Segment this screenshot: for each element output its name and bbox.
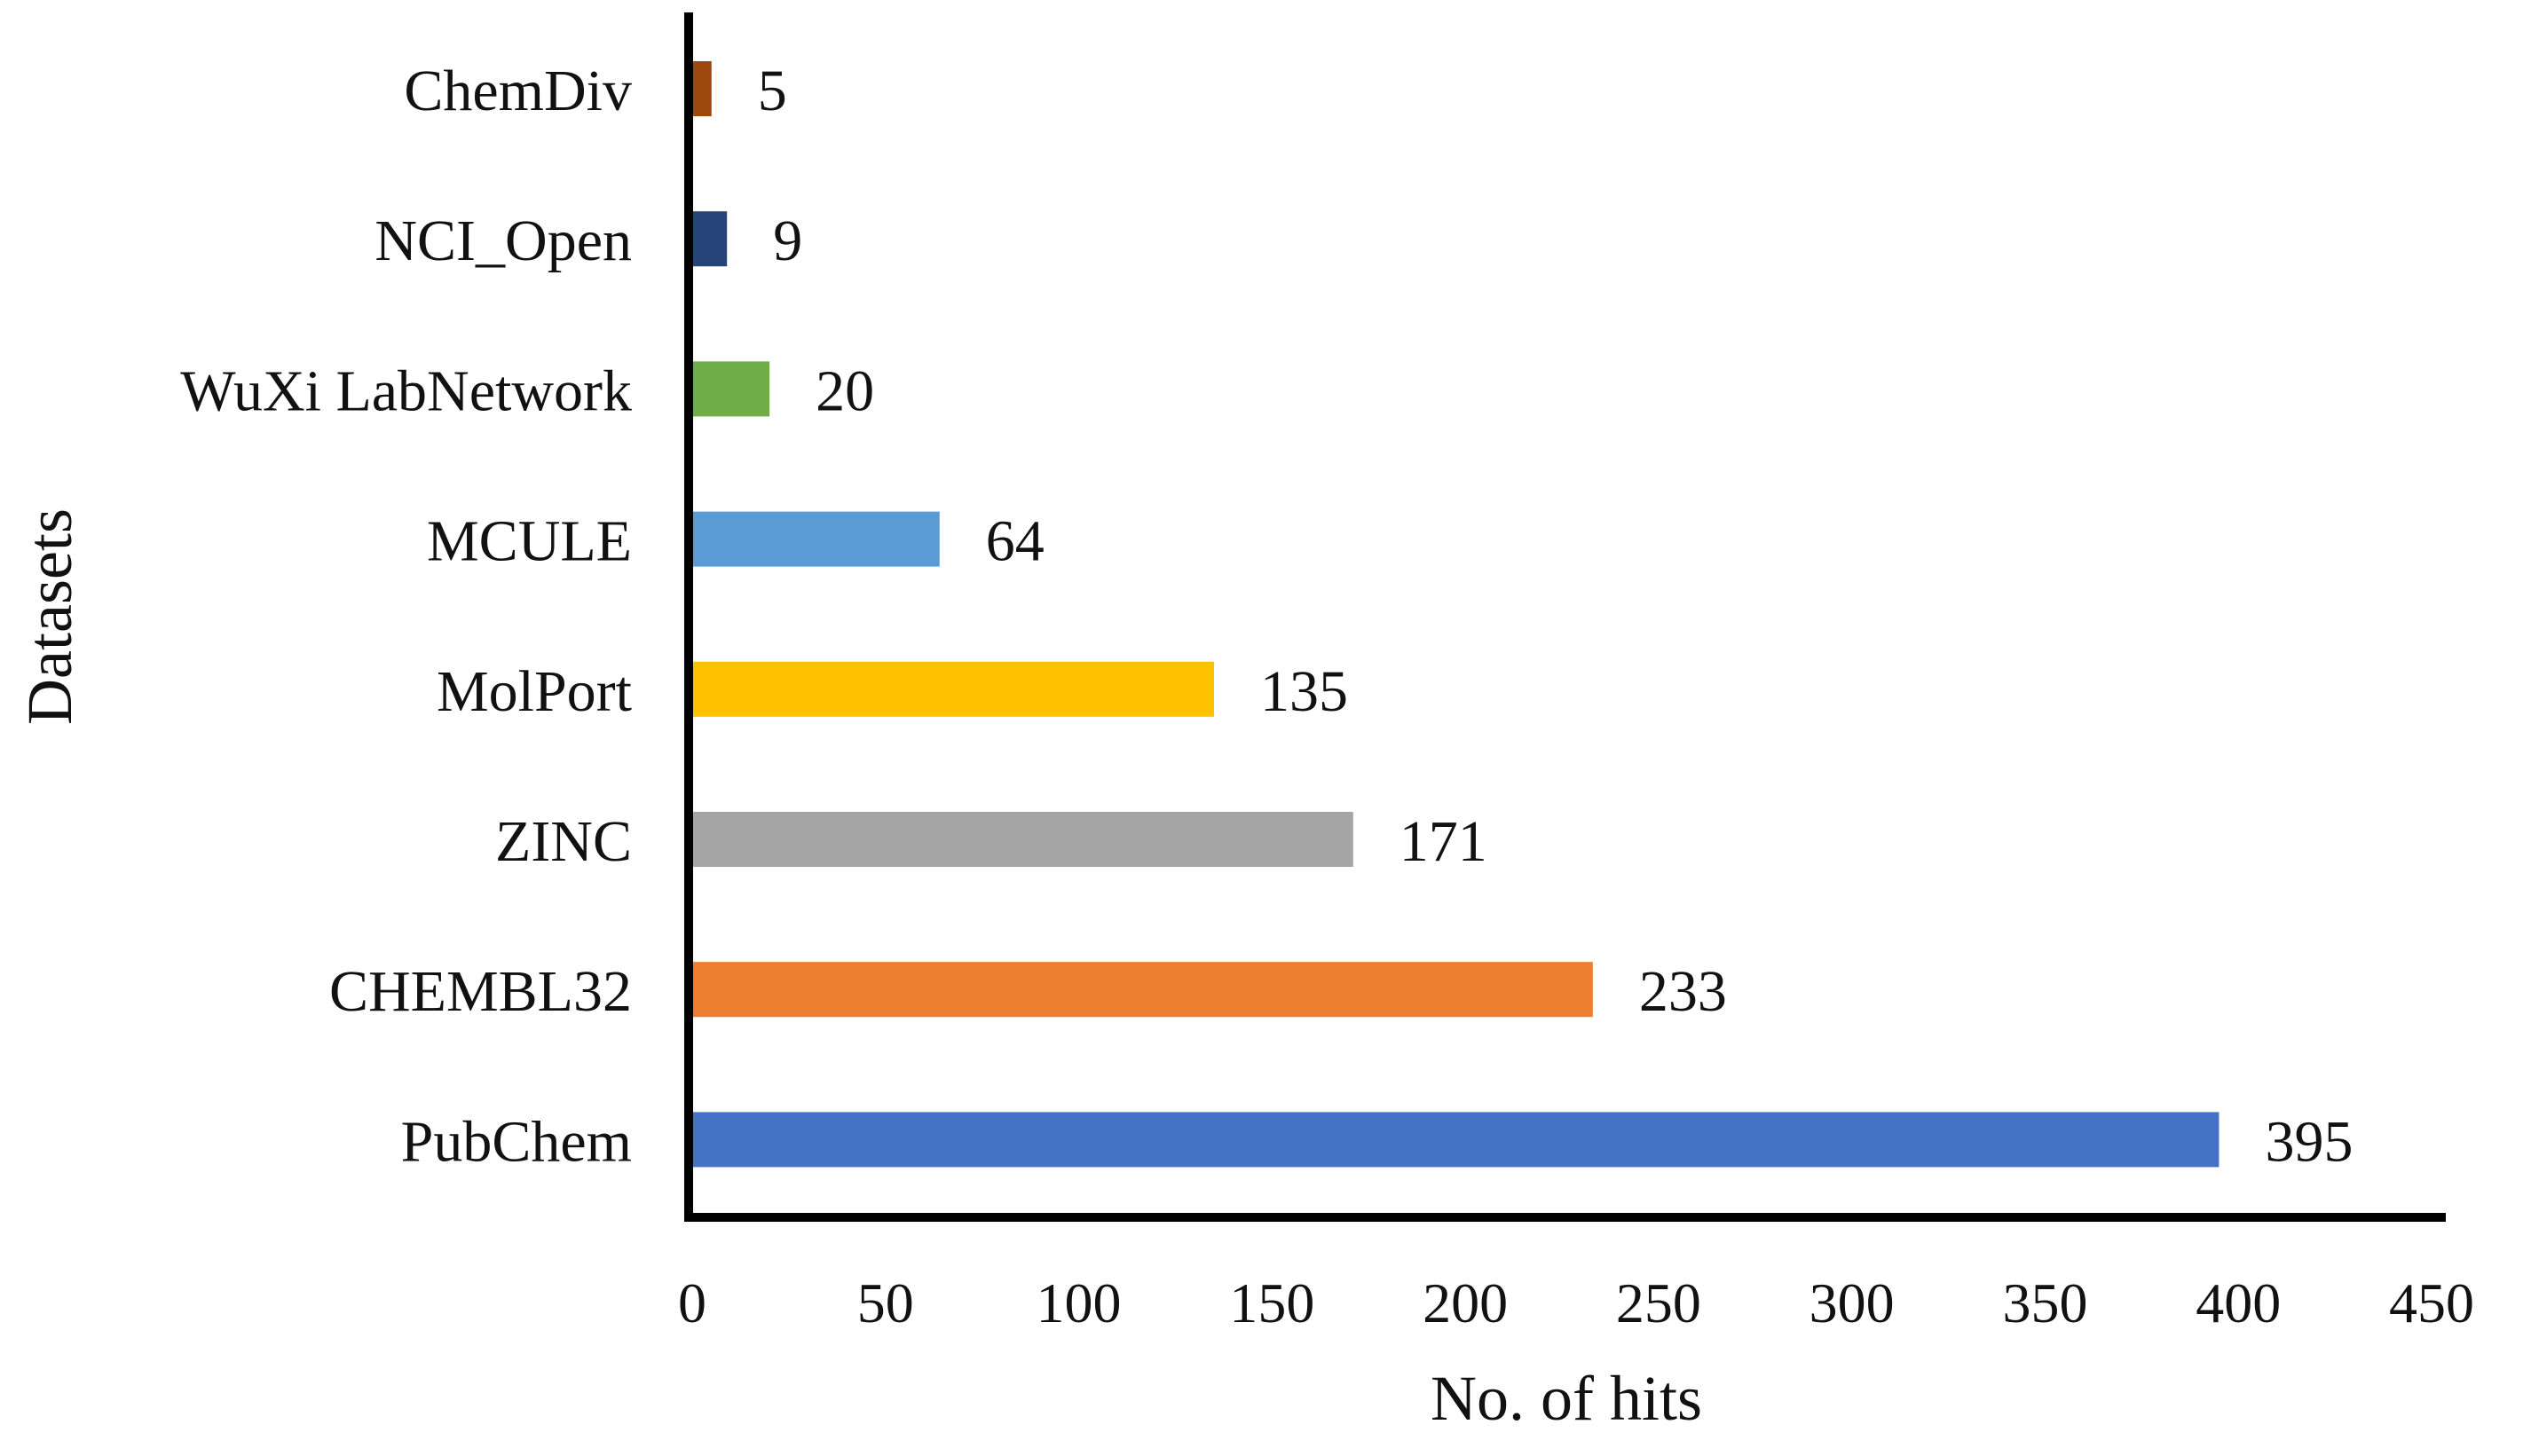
x-tick-label: 250 (1616, 1271, 1701, 1334)
data-label: 233 (1639, 959, 1727, 1024)
bar-wuxi-labnetwork (692, 361, 770, 417)
x-tick-label: 300 (1809, 1271, 1895, 1334)
y-axis-title: Datasets (14, 508, 85, 725)
x-tick-label: 100 (1037, 1271, 1122, 1334)
x-tick-label: 50 (857, 1271, 914, 1334)
data-label: 5 (758, 59, 787, 123)
bar-molport (692, 661, 1214, 717)
x-tick-label: 400 (2196, 1271, 2281, 1334)
category-label: ChemDiv (404, 59, 632, 123)
bars-group (692, 61, 2219, 1168)
category-label: PubChem (401, 1109, 632, 1174)
bar-mcule (692, 511, 940, 567)
data-label: 395 (2265, 1109, 2353, 1174)
bar-nci-open (692, 211, 728, 267)
data-label: 64 (986, 509, 1045, 574)
x-tick-label: 450 (2389, 1271, 2474, 1334)
category-label: CHEMBL32 (329, 959, 632, 1024)
x-tick-label: 150 (1229, 1271, 1314, 1334)
category-label: WuXi LabNetwork (180, 358, 632, 423)
x-tick-label: 0 (678, 1271, 706, 1334)
bar-chembl32 (692, 962, 1593, 1018)
bar-zinc (692, 812, 1353, 867)
category-label: MCULE (427, 509, 632, 574)
category-label: MolPort (437, 659, 632, 724)
x-axis-title: No. of hits (1431, 1363, 1702, 1434)
bar-chemdiv (692, 61, 712, 116)
x-tick-label: 200 (1423, 1271, 1508, 1334)
category-labels-group: ChemDiv NCI_Open WuXi LabNetwork MCULE MolPo… (180, 59, 632, 1174)
category-label: ZINC (495, 809, 632, 874)
bar-pubchem (692, 1112, 2219, 1168)
x-tick-labels-group: 0 50 100 150 200 250 300 350 400 450 (678, 1271, 2474, 1334)
x-tick-label: 350 (2002, 1271, 2087, 1334)
data-labels-group: 5 9 20 64 135 171 233 395 (758, 59, 2353, 1174)
data-label: 135 (1260, 659, 1348, 724)
data-label: 20 (816, 358, 874, 423)
data-label: 171 (1399, 809, 1487, 874)
data-label: 9 (773, 209, 802, 273)
category-label: NCI_Open (375, 209, 632, 273)
